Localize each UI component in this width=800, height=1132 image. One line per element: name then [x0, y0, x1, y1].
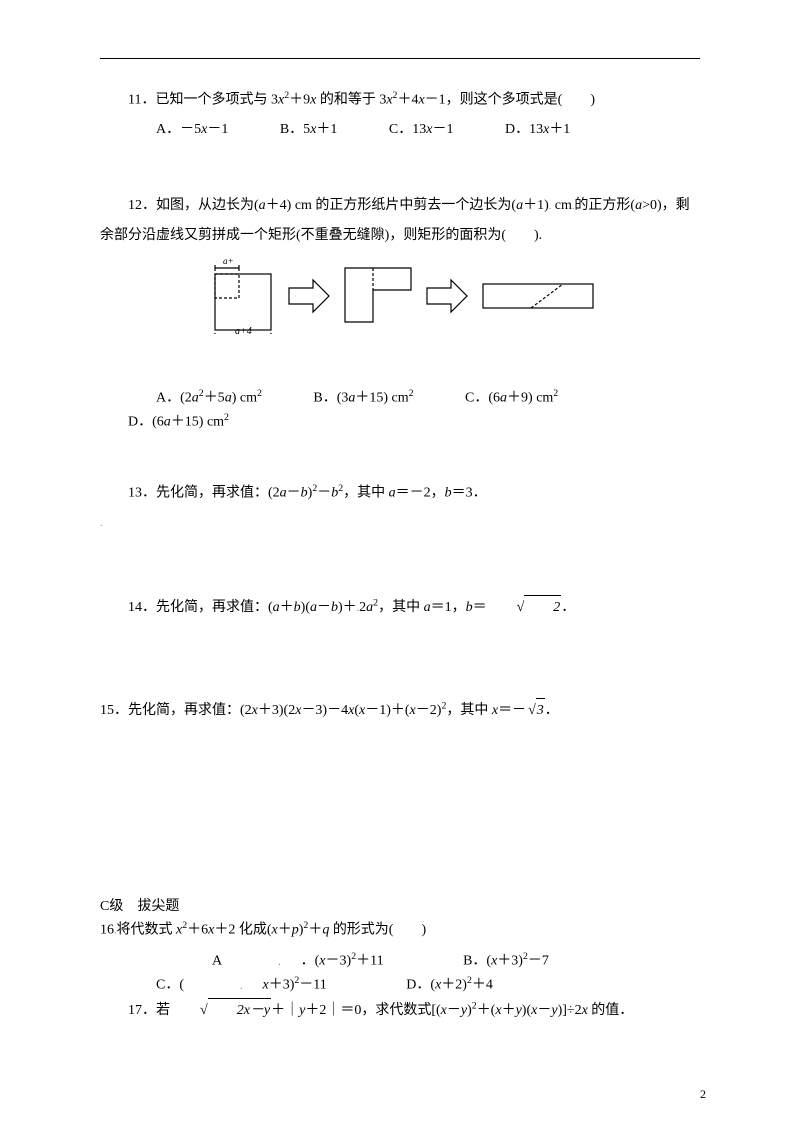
- q12-opt-c: C．(6a＋9) cm2: [437, 386, 558, 410]
- question-12-line1: 12．如图，从边长为(a＋4) cm 的正方形纸片中剪去一个边长为(a＋1). …: [100, 194, 710, 218]
- q12-opt-b: B．(3a＋15) cm2: [285, 386, 413, 410]
- red-marker: .: [100, 518, 103, 529]
- section-c-header: C级 拔尖题: [100, 895, 710, 919]
- question-14: 14．先化简，再求值：(a＋b)(a－b)＋.2a2，其中 a＝1，b＝2．: [100, 595, 710, 620]
- svg-text:a+4: a+4: [235, 326, 252, 334]
- q11-opt-b: B．5x＋1: [252, 118, 338, 142]
- q11-opt-c: C．13x－1: [361, 118, 454, 142]
- q12-opt-d: D．(6a＋15) cm2: [100, 410, 229, 434]
- q15-sqrt: 3: [536, 698, 545, 723]
- svg-text:a+: a+: [223, 258, 234, 266]
- q12-opt-a: A．(2a2＋5a) cm2: [128, 386, 262, 410]
- question-16: 16.将代数式 x2＋6x＋2 化成(x＋p)2＋q 的形式为( ): [100, 918, 710, 942]
- question-15: 15．先化简，再求值：(2x＋3)(2x－3)－4x(x－1)＋(x－2)2，其…: [100, 698, 710, 723]
- q17-sqrt: 2x－y: [208, 998, 271, 1023]
- q16-opt-b: B．(x＋3)2－7: [407, 949, 549, 973]
- question-17: 17．若 2x－y＋｜y＋2｜＝0，求代数式[(x－y)2＋(x＋y)(x－y)]…: [100, 998, 710, 1023]
- q11-opt-d: D．13x＋1: [477, 118, 570, 142]
- q17-pre: 17．若: [128, 1003, 170, 1018]
- q16-opt-a: A.．(x－3)2＋11: [156, 949, 384, 973]
- question-16-options: A.．(x－3)2＋11 B．(x＋3)2－7 C．(.x＋3)2－11 D．(…: [100, 949, 710, 998]
- q14-sqrt: 2: [524, 595, 561, 620]
- page-number: 2: [700, 1084, 706, 1104]
- question-12-figure: a+ a+4: [100, 258, 710, 334]
- question-12-options: A．(2a2＋5a) cm2 B．(3a＋15) cm2 C．(6a＋9) cm…: [100, 386, 710, 435]
- q16-opt-c: C．(.x＋3)2－11: [100, 973, 327, 997]
- question-11-options: A．－5x－1 B．5x＋1 C．13x－1 D．13x＋1: [100, 118, 710, 142]
- question-13: 13．先化简，再求值：(2a－b)2－b2，其中 a＝－2，b＝3．: [100, 481, 710, 505]
- question-11: 11．已知一个多项式与 3x2＋9x 的和等于 3x2＋4x－1，则这个多项式是…: [100, 88, 710, 112]
- document-page: 11．已知一个多项式与 3x2＋9x 的和等于 3x2＋4x－1，则这个多项式是…: [0, 0, 800, 1132]
- page-top-rule: [100, 58, 700, 59]
- q11-opt-a: A．－5x－1: [128, 118, 228, 142]
- q16-opt-d: D．(x＋2)2＋4: [350, 973, 493, 997]
- question-12-line2: 余部分沿虚线又剪拼成一个矩形(不重叠无缝隙)，则矩形的面积为( ).: [100, 224, 710, 248]
- q17-post: ＋｜y＋2｜＝0，求代数式[(x－y)2＋(x＋y)(x－y)]÷2x 的值．: [271, 1003, 633, 1018]
